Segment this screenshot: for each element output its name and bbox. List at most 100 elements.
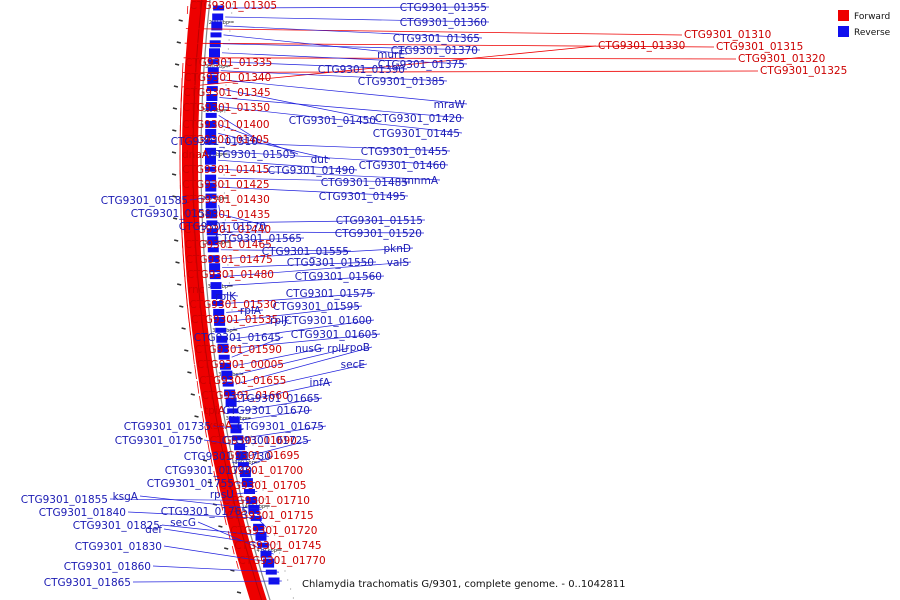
reverse-feature-label: CTG9301_01585 <box>101 195 188 207</box>
minor-tick <box>230 21 232 23</box>
reverse-feature <box>248 504 260 514</box>
reverse-feature <box>205 128 217 138</box>
outer-tick <box>172 129 177 132</box>
reverse-leader-line <box>229 319 375 340</box>
reverse-feature <box>263 558 275 568</box>
outer-tick <box>207 481 212 484</box>
forward-feature-label: CTG9301_01530 <box>189 299 276 311</box>
minor-tick <box>274 534 276 536</box>
legend-swatch-forward <box>838 10 849 21</box>
reverse-leader-line <box>226 309 264 313</box>
reverse-feature-label: CTG9301_01830 <box>75 541 162 553</box>
forward-leader-line <box>216 485 220 496</box>
forward-feature-label: CTG9301_01720 <box>230 525 317 537</box>
outer-tick <box>178 19 183 22</box>
reverse-feature-label: CTG9301_01595 <box>273 301 360 313</box>
forward-feature-label: CTG9301_01440 <box>184 224 271 236</box>
reverse-feature <box>209 48 220 58</box>
reverse-feature <box>217 343 229 353</box>
reverse-leader-line <box>132 580 282 583</box>
outer-tick <box>236 591 242 594</box>
reverse-leader-line <box>217 159 358 171</box>
reverse-feature <box>205 201 217 209</box>
reverse-leader-line <box>220 237 305 242</box>
reverse-feature <box>232 435 244 441</box>
outer-tick <box>172 217 178 220</box>
reverse-feature <box>255 531 267 541</box>
map-caption: Chlamydia trachomatis G/9301, complete g… <box>302 579 625 590</box>
minor-tick <box>225 84 227 86</box>
minor-tick <box>279 552 281 554</box>
minor-tick <box>232 318 234 320</box>
reverse-leader-line <box>225 292 376 304</box>
outer-tick <box>181 327 186 330</box>
reverse-feature-label: CTG9301_01455 <box>361 146 448 158</box>
outer-tick <box>175 261 180 264</box>
forward-leader-line <box>213 470 217 482</box>
forward-feature-label: xseA <box>207 420 233 432</box>
forward-leader-line <box>194 364 197 380</box>
forward-feature-label: CTG9301_01465 <box>185 239 272 251</box>
outer-tick <box>171 151 177 154</box>
reverse-feature-label: CTG9301_01855 <box>21 494 108 506</box>
minor-tick <box>223 192 225 194</box>
reverse-feature <box>209 263 221 273</box>
forward-feature-label: CTG9301_01305 <box>190 0 277 12</box>
legend-swatch-reverse <box>838 26 849 37</box>
minor-tick <box>224 102 226 104</box>
reverse-leader-line <box>226 6 490 9</box>
reverse-feature-label: secG <box>170 517 196 529</box>
forward-feature-label: CTG9301_01435 <box>183 209 270 221</box>
reverse-leader-line <box>232 347 325 367</box>
reverse-feature-label: CTG9301_01495 <box>319 191 406 203</box>
reverse-feature <box>211 290 223 299</box>
outer-tick <box>174 63 180 66</box>
reverse-feature-label: CTG9301_01450 <box>289 115 376 127</box>
minor-tick <box>271 525 273 527</box>
reverse-leader-line <box>227 305 363 322</box>
reverse-feature-label: CTG9301_01645 <box>194 332 281 344</box>
minor-tick <box>225 75 228 77</box>
reverse-feature-label: CTG9301_01840 <box>39 507 126 519</box>
minor-tick <box>224 219 226 221</box>
outer-tick <box>176 41 181 44</box>
reverse-feature-label: rpoB <box>345 342 370 354</box>
reverse-leader-line <box>228 319 290 331</box>
minor-tick <box>227 48 229 50</box>
reverse-feature-label: CTG9301_01665 <box>233 393 320 405</box>
minor-tick <box>250 435 252 437</box>
minor-tick <box>231 12 233 14</box>
forward-feature-label: CTG9301_01330 <box>598 40 685 52</box>
reverse-feature <box>208 59 220 65</box>
reverse-feature <box>218 354 230 360</box>
reverse-leader-line <box>218 204 221 214</box>
reverse-feature <box>221 370 233 380</box>
reverse-feature <box>206 220 218 226</box>
minor-tick <box>269 516 271 518</box>
forward-feature-label: CTG9301_01310 <box>684 29 771 41</box>
minor-tick <box>247 417 249 419</box>
minor-tick <box>227 264 229 266</box>
reverse-feature <box>215 327 227 333</box>
reverse-leader-line <box>237 363 368 394</box>
minor-tick <box>232 3 234 5</box>
reverse-feature-label: mraW <box>434 99 466 111</box>
reverse-feature <box>207 75 219 85</box>
minor-tick <box>224 210 226 212</box>
reverse-feature-label: CTG9301_01385 <box>358 76 445 88</box>
forward-feature-label: CTG9301_01345 <box>183 87 270 99</box>
reverse-feature <box>239 470 251 478</box>
forward-leader-line <box>201 410 205 423</box>
forward-leader-line <box>199 395 202 409</box>
reverse-feature <box>237 462 249 468</box>
outer-tick <box>171 173 177 176</box>
minor-tick <box>266 507 268 509</box>
scale-tick-label: 330 kbp <box>203 196 223 202</box>
reverse-leader-line <box>241 409 313 421</box>
minor-tick <box>223 165 225 167</box>
minor-tick <box>231 309 233 311</box>
reverse-leader-line <box>223 275 385 286</box>
outer-tick <box>173 85 179 88</box>
minor-tick <box>224 93 227 95</box>
